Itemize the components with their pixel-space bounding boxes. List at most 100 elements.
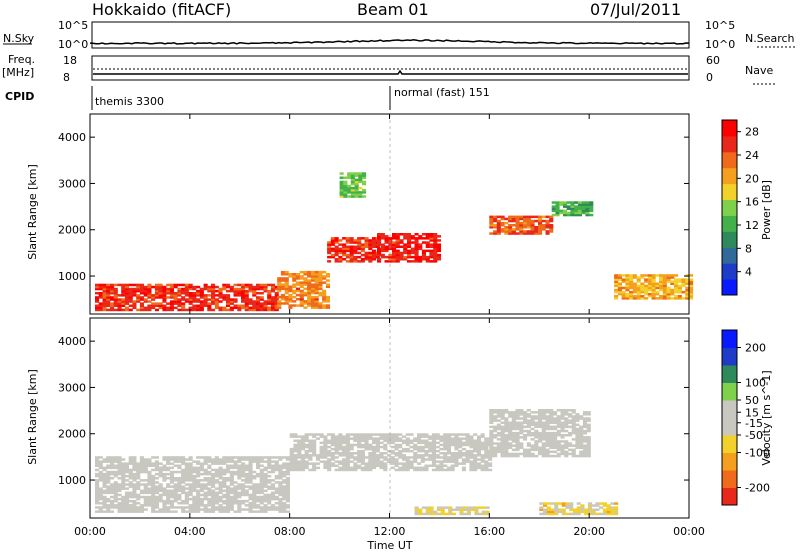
power-ytick-label: 3000 xyxy=(58,177,86,190)
velocity-cell-0 xyxy=(110,472,115,476)
velocity-cell-2 xyxy=(496,450,501,454)
power-cell-5 xyxy=(581,203,586,206)
velocity-cell-1 xyxy=(417,456,422,459)
velocity-cell-1 xyxy=(394,454,399,457)
power-cell-6 xyxy=(685,297,690,300)
velocity-cell-1 xyxy=(327,439,332,442)
power-cell-6 xyxy=(655,274,660,277)
velocity-cell-2 xyxy=(571,411,576,414)
velocity-cell-2 xyxy=(549,413,554,416)
power-cell-3 xyxy=(414,251,419,255)
power-cell-1 xyxy=(284,283,289,286)
velocity-cell-0 xyxy=(214,502,219,505)
velocity-cell-1 xyxy=(431,441,436,445)
power-cell-6 xyxy=(689,295,694,298)
velocity-cell-0 xyxy=(214,456,219,459)
velocity-cell-0 xyxy=(102,502,107,505)
velocity-cell-0 xyxy=(285,462,290,465)
velocity-cell-1 xyxy=(405,466,410,470)
velocity-cbar-tick-label: -200 xyxy=(745,482,770,495)
velocity-cell-2 xyxy=(556,409,561,412)
velocity-cell-2 xyxy=(560,425,565,429)
power-cell-1 xyxy=(303,283,308,286)
velocity-cell-1 xyxy=(297,468,302,472)
velocity-cell-2 xyxy=(545,436,550,439)
velocity-cell-4 xyxy=(466,508,471,511)
velocity-cell-0 xyxy=(102,458,107,461)
velocity-cell-2 xyxy=(493,454,498,458)
velocity-cell-1 xyxy=(476,454,481,457)
velocity-cell-1 xyxy=(454,433,459,436)
velocity-cell-0 xyxy=(162,474,167,478)
velocity-cell-0 xyxy=(248,464,253,467)
velocity-cell-1 xyxy=(473,462,478,465)
velocity-cell-0 xyxy=(181,499,186,503)
power-cell-0 xyxy=(154,294,159,297)
velocity-cell-2 xyxy=(571,409,576,412)
power-cell-6 xyxy=(614,297,619,300)
velocity-cell-0 xyxy=(102,497,107,501)
velocity-cell-2 xyxy=(553,442,558,445)
power-cell-0 xyxy=(147,300,152,303)
velocity-cell-1 xyxy=(360,452,365,455)
power-cell-3 xyxy=(421,253,426,257)
velocity-cell-4 xyxy=(418,512,423,516)
velocity-cell-0 xyxy=(181,502,186,505)
power-cell-0 xyxy=(177,292,182,295)
power-cell-2 xyxy=(338,247,343,251)
velocity-cell-0 xyxy=(184,474,189,478)
velocity-cell-0 xyxy=(270,497,275,501)
velocity-cell-1 xyxy=(458,437,463,440)
velocity-cell-1 xyxy=(402,466,407,470)
velocity-cell-0 xyxy=(259,464,264,467)
power-cell-2 xyxy=(368,253,373,257)
velocity-cell-0 xyxy=(98,462,103,465)
power-cell-2 xyxy=(357,247,362,251)
velocity-cell-1 xyxy=(308,445,313,449)
power-cell-4 xyxy=(523,226,528,229)
power-cell-4 xyxy=(519,228,524,231)
velocity-cell-1 xyxy=(357,460,362,463)
power-cell-6 xyxy=(636,280,641,283)
velocity-cell-1 xyxy=(304,437,309,440)
velocity-cell-0 xyxy=(124,506,129,509)
velocity-cell-3 xyxy=(539,506,544,509)
velocity-cell-4 xyxy=(414,512,419,516)
power-cell-6 xyxy=(614,280,619,283)
velocity-cell-1 xyxy=(345,445,350,449)
velocity-cell-1 xyxy=(368,456,373,459)
power-cell-3 xyxy=(395,241,400,244)
velocity-cell-1 xyxy=(375,456,380,459)
velocity-cell-1 xyxy=(293,439,298,442)
power-cell-6 xyxy=(659,288,664,292)
power-cell-1 xyxy=(303,300,308,303)
power-cell-0 xyxy=(241,292,246,295)
velocity-cell-2 xyxy=(500,448,505,452)
velocity-cell-0 xyxy=(154,460,159,463)
power-cell-0 xyxy=(270,304,275,307)
freq-unit: [MHz] xyxy=(2,66,34,79)
velocity-cell-1 xyxy=(461,460,466,463)
power-cell-1 xyxy=(307,287,312,291)
power-cell-1 xyxy=(284,295,289,299)
power-cell-2 xyxy=(364,251,369,255)
power-cell-1 xyxy=(288,289,293,293)
velocity-cell-4 xyxy=(481,512,486,516)
velocity-cell-0 xyxy=(139,460,144,463)
velocity-cell-1 xyxy=(300,458,305,461)
velocity-cell-2 xyxy=(556,440,561,443)
power-cell-3 xyxy=(425,258,430,261)
velocity-cell-0 xyxy=(237,485,242,488)
velocity-cell-1 xyxy=(454,441,459,445)
velocity-cbar-tick-label: 50 xyxy=(745,394,759,407)
power-cell-5 xyxy=(551,205,556,208)
power-cell-7 xyxy=(347,172,352,175)
velocity-cell-0 xyxy=(270,468,275,472)
velocity-cell-3 xyxy=(543,502,548,505)
velocity-cell-0 xyxy=(106,474,111,478)
power-cbar-swatch xyxy=(722,167,737,185)
power-cell-3 xyxy=(380,249,385,253)
power-cbar-tick-label: 24 xyxy=(745,149,759,162)
power-cell-1 xyxy=(295,304,300,307)
velocity-cell-0 xyxy=(95,493,100,497)
